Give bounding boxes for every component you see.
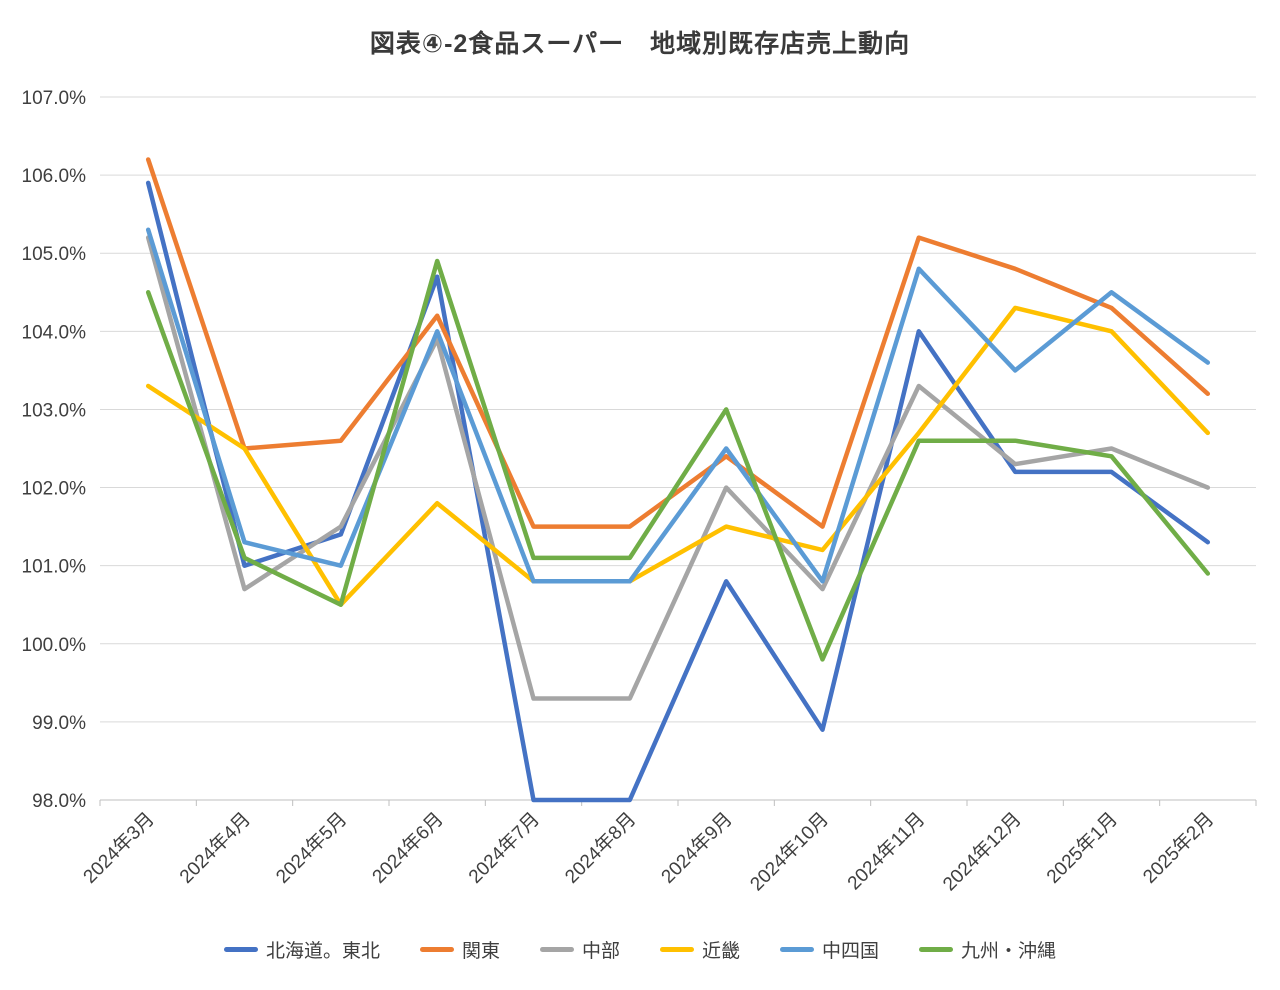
chart-title: 図表④-2食品スーパー 地域別既存店売上動向 xyxy=(369,30,911,58)
y-axis-tick-label: 98.0% xyxy=(32,791,86,812)
legend-label: 関東 xyxy=(461,941,500,962)
legend-swatch xyxy=(660,947,694,952)
legend-swatch xyxy=(780,947,815,952)
x-axis-tick-label: 2024年10月 xyxy=(746,808,833,895)
x-axis-tick-label: 2025年2月 xyxy=(1139,808,1219,888)
y-axis-tick-label: 99.0% xyxy=(32,713,86,734)
legend-item-中四国: 中四国 xyxy=(780,936,879,963)
y-axis-tick-label: 101.0% xyxy=(22,557,87,578)
legend-item-中部: 中部 xyxy=(539,936,620,963)
x-axis-tick-label: 2024年12月 xyxy=(938,808,1025,895)
y-axis-tick-label: 104.0% xyxy=(22,322,87,343)
x-axis-tick-label: 2024年7月 xyxy=(464,808,544,888)
legend-label: 北海道。東北 xyxy=(265,941,380,962)
x-axis-tick-label: 2024年11月 xyxy=(843,808,929,894)
series-line-近畿 xyxy=(145,305,1211,607)
legend-label: 中部 xyxy=(581,941,620,962)
legend-swatch xyxy=(223,947,258,952)
legend-item-関東: 関東 xyxy=(419,936,500,963)
legend-swatch xyxy=(419,947,454,952)
legend-label: 近畿 xyxy=(702,941,741,962)
y-axis-tick-label: 107.0% xyxy=(22,88,87,109)
y-axis-tick-label: 102.0% xyxy=(22,479,87,500)
x-axis-tick-label: 2025年1月 xyxy=(1042,808,1122,888)
x-axis-tick-label: 2024年5月 xyxy=(272,808,352,888)
x-axis-tick-label: 2024年6月 xyxy=(368,808,448,888)
legend-item-九州・沖縄: 九州・沖縄 xyxy=(919,936,1056,963)
series-line-九州・沖縄 xyxy=(145,258,1211,662)
legend-label: 九州・沖縄 xyxy=(961,941,1057,962)
x-axis-tick-label: 2024年9月 xyxy=(657,808,737,888)
legend-swatch xyxy=(539,947,574,952)
legend-item-近畿: 近畿 xyxy=(660,936,740,963)
series-line-関東 xyxy=(145,157,1211,529)
chart-legend: 北海道。東北 関東 中部 近畿 中四国 九州・沖縄 xyxy=(0,936,1280,963)
series-line-中部 xyxy=(145,235,1211,701)
y-axis-tick-label: 100.0% xyxy=(22,635,87,656)
y-axis-tick-label: 105.0% xyxy=(22,244,87,265)
legend-label: 中四国 xyxy=(822,941,880,962)
y-axis-tick-label: 103.0% xyxy=(22,400,87,421)
y-axis-tick-label: 106.0% xyxy=(22,166,87,187)
x-axis-tick-label: 2024年3月 xyxy=(79,808,159,888)
legend-swatch xyxy=(919,947,954,952)
legend-item-北海道。東北: 北海道。東北 xyxy=(223,936,380,963)
x-axis-tick-label: 2024年8月 xyxy=(561,808,641,888)
series-line-中四国 xyxy=(145,227,1211,584)
x-axis-tick-label: 2024年4月 xyxy=(175,808,255,888)
